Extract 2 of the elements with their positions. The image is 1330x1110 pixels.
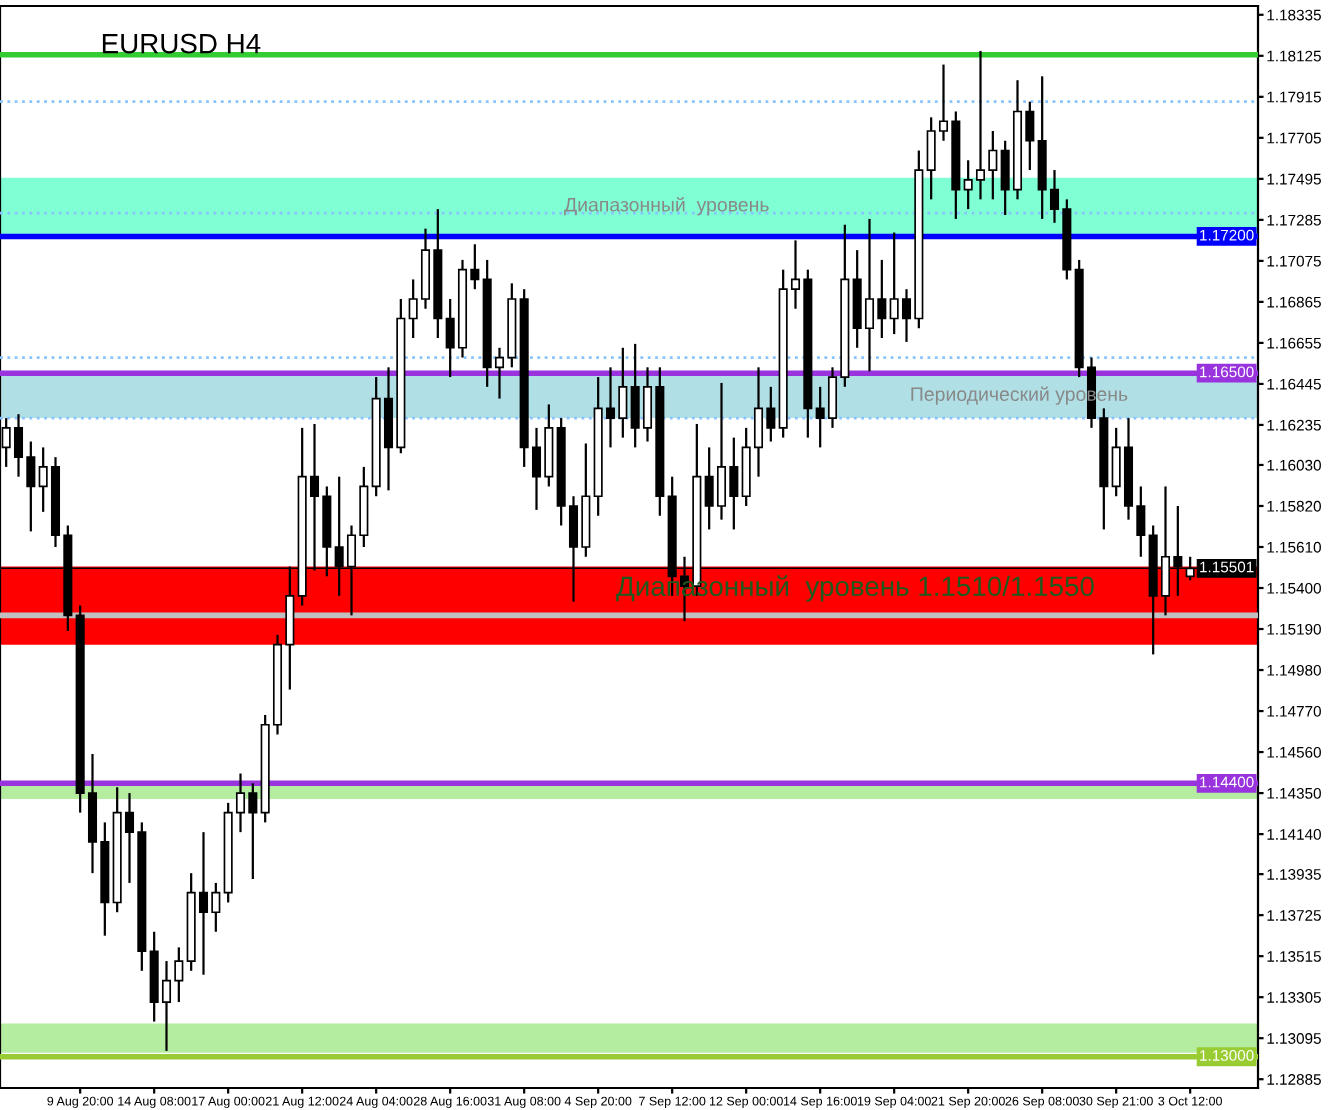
- band-label: Диапазонный уровень: [564, 196, 769, 216]
- text: EURUSD H4: [102, 33, 261, 54]
